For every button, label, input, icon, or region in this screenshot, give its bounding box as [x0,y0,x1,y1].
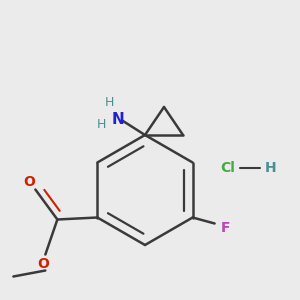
Text: H: H [96,118,106,131]
Text: H: H [104,97,114,110]
Text: O: O [38,257,49,272]
Text: Cl: Cl [220,161,236,175]
Text: F: F [221,220,230,235]
Text: H: H [265,161,277,175]
Text: N: N [112,112,124,127]
Text: O: O [23,175,35,188]
